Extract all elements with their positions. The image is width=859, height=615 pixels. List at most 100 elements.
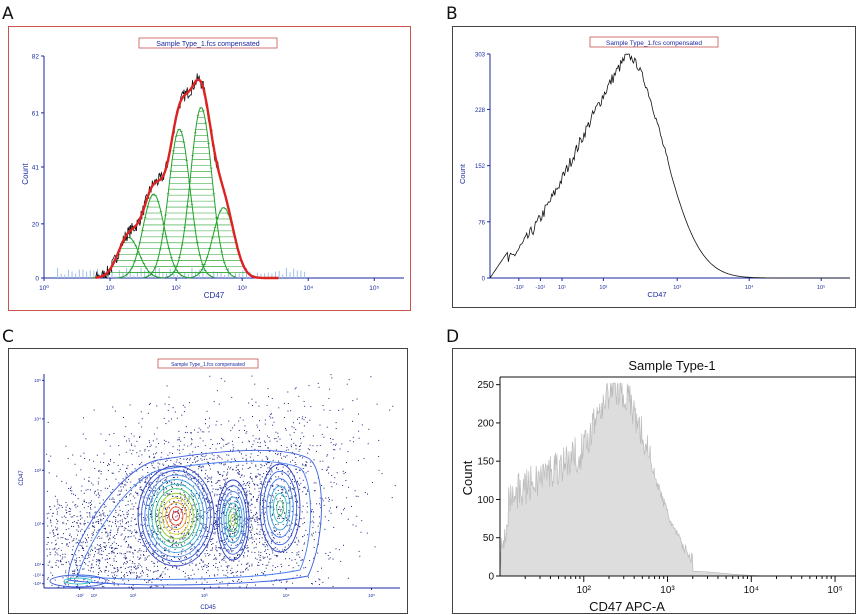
contour-line (165, 501, 187, 531)
scatter-dot (307, 489, 308, 491)
scatter-dot (244, 533, 246, 535)
scatter-dot (326, 468, 328, 470)
scatter-dot (209, 531, 211, 533)
scatter-dot (256, 528, 258, 530)
scatter-dot (152, 498, 154, 500)
scatter-dot (166, 557, 168, 559)
scatter-dot (176, 545, 178, 547)
scatter-dot (107, 533, 109, 535)
scatter-dot (361, 520, 363, 522)
scatter-dot (246, 547, 248, 549)
scatter-dot (222, 569, 224, 571)
scatter-dot (330, 441, 332, 443)
scatter-dot (180, 440, 182, 442)
panel-d-title: Sample Type-1 (628, 358, 715, 373)
scatter-dot (83, 579, 85, 581)
scatter-dot (96, 559, 98, 560)
scatter-dot (205, 536, 207, 537)
scatter-dot (67, 538, 69, 540)
scatter-dot (153, 571, 155, 573)
scatter-dot (250, 517, 252, 519)
scatter-dot (244, 430, 245, 431)
scatter-dot (201, 469, 203, 471)
scatter-dot (196, 555, 198, 556)
scatter-dot (358, 430, 360, 432)
scatter-dot (156, 516, 158, 517)
scatter-dot (241, 542, 243, 544)
scatter-dot (62, 577, 64, 579)
scatter-dot (159, 480, 161, 482)
scatter-dot (250, 453, 252, 455)
scatter-dot (306, 502, 308, 504)
scatter-dot (238, 507, 240, 509)
scatter-dot (232, 469, 234, 470)
scatter-dot (208, 506, 210, 508)
scatter-dot (56, 475, 58, 477)
scatter-dot (109, 546, 111, 548)
scatter-dot (245, 536, 247, 538)
scatter-dot (150, 510, 152, 512)
scatter-dot (146, 573, 148, 575)
scatter-dot (346, 383, 348, 385)
scatter-dot (174, 549, 176, 550)
scatter-dot (270, 485, 272, 487)
scatter-dot (77, 585, 79, 587)
scatter-dot (248, 490, 250, 492)
scatter-dot (298, 541, 300, 543)
scatter-dot (328, 500, 330, 502)
scatter-dot (94, 468, 96, 469)
scatter-dot (138, 538, 140, 540)
scatter-dot (148, 497, 150, 499)
scatter-dot (206, 458, 208, 460)
scatter-dot (66, 581, 68, 583)
scatter-dot (149, 456, 151, 458)
scatter-dot (218, 403, 220, 405)
scatter-dot (108, 525, 110, 527)
scatter-dot (230, 569, 232, 571)
scatter-dot (153, 494, 155, 496)
scatter-dot (120, 545, 122, 547)
scatter-dot (162, 571, 164, 573)
scatter-dot (142, 517, 144, 519)
scatter-dot (139, 535, 141, 537)
scatter-dot (235, 506, 236, 508)
scatter-dot (84, 537, 86, 539)
scatter-dot (176, 484, 178, 486)
scatter-dot (149, 402, 151, 404)
scatter-dot (139, 450, 141, 452)
scatter-dot (303, 543, 305, 545)
scatter-dot (136, 507, 138, 509)
scatter-dot (246, 567, 248, 569)
scatter-dot (264, 575, 266, 577)
scatter-dot (100, 544, 102, 546)
scatter-dot (83, 478, 85, 480)
scatter-dot (159, 538, 161, 540)
scatter-dot (244, 518, 246, 520)
scatter-dot (273, 530, 275, 532)
scatter-dot (223, 471, 225, 473)
scatter-dot (198, 479, 200, 481)
scatter-dot (232, 520, 234, 522)
scatter-dot (125, 484, 127, 486)
scatter-dot (319, 424, 321, 426)
scatter-dot (312, 527, 314, 529)
scatter-dot (236, 472, 238, 474)
contour-line (223, 496, 243, 544)
scatter-dot (58, 547, 60, 549)
scatter-dot (117, 553, 118, 554)
scatter-dot (136, 576, 137, 578)
scatter-dot (74, 571, 76, 573)
scatter-dot (115, 561, 117, 562)
scatter-dot (319, 516, 320, 518)
scatter-dot (157, 555, 159, 557)
scatter-dot (265, 456, 267, 458)
scatter-dot (227, 477, 228, 479)
scatter-dot (299, 469, 301, 471)
scatter-dot (315, 482, 317, 484)
scatter-dot (271, 534, 273, 536)
panel-d-xlabel: CD47 APC-A (589, 599, 665, 614)
scatter-dot (198, 513, 200, 515)
scatter-dot (51, 525, 53, 527)
scatter-dot (114, 574, 115, 576)
scatter-dot (246, 462, 248, 464)
